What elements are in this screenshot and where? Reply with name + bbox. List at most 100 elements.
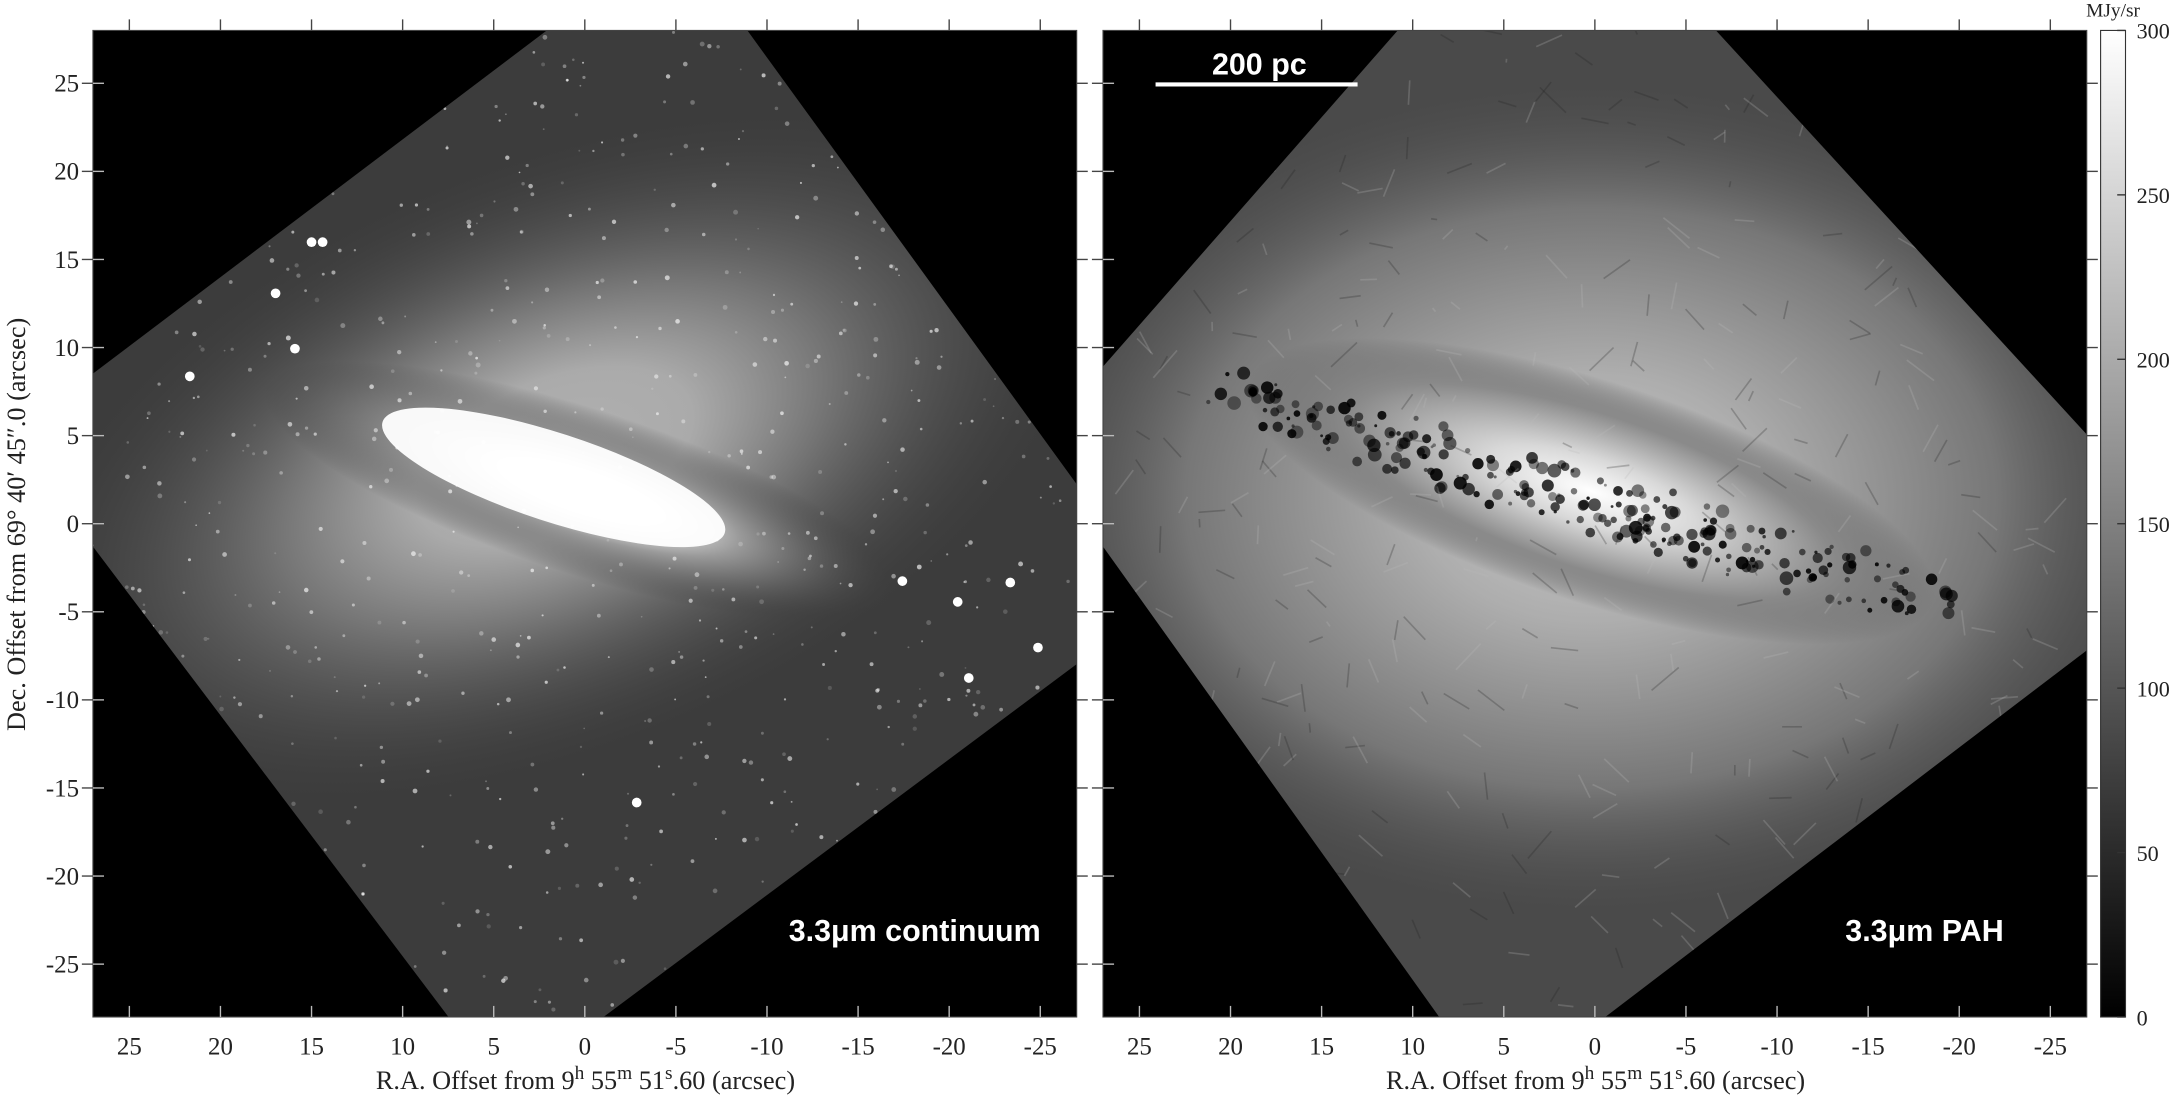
point-source — [486, 924, 491, 929]
point-source — [168, 430, 171, 433]
point-source — [291, 801, 296, 806]
filament — [1667, 136, 1686, 146]
filament — [1874, 286, 1899, 307]
point-source — [267, 342, 271, 346]
point-source — [706, 695, 710, 699]
filament — [1769, 796, 1792, 800]
dust-clump — [1653, 496, 1661, 503]
dust-clump — [1291, 424, 1295, 428]
dust-clump — [1774, 527, 1787, 540]
filament — [1794, 472, 1812, 482]
x-tick-label: 15 — [299, 1033, 324, 1060]
point-source — [643, 528, 648, 533]
point-source — [247, 367, 252, 372]
point-source — [424, 673, 428, 678]
point-source — [827, 685, 832, 690]
dust-clump — [1610, 516, 1617, 524]
filament — [1525, 101, 1536, 123]
point-source — [698, 619, 702, 622]
filament — [1155, 607, 1173, 619]
point-source — [467, 574, 471, 577]
point-source — [414, 697, 420, 703]
point-source — [125, 474, 130, 480]
point-source — [707, 721, 712, 727]
point-source — [973, 711, 979, 717]
point-source — [663, 967, 667, 971]
dust-clump — [1487, 471, 1494, 479]
point-source — [873, 631, 877, 635]
filament — [1403, 616, 1426, 641]
point-source — [747, 247, 750, 251]
filament — [1382, 169, 1396, 198]
point-source — [479, 631, 484, 636]
point-source — [681, 419, 686, 424]
point-source — [513, 206, 519, 212]
point-source — [983, 398, 987, 402]
point-source — [754, 836, 760, 842]
point-source — [271, 601, 276, 605]
point-source — [445, 146, 449, 150]
point-source — [561, 817, 564, 820]
dust-clump — [1845, 596, 1852, 603]
x-tick-label: 20 — [1218, 1033, 1243, 1060]
point-source — [1058, 499, 1062, 502]
filament — [1545, 254, 1568, 279]
y-tick-label: 5 — [67, 423, 79, 450]
dust-clump — [1555, 494, 1565, 504]
dust-clump — [1891, 599, 1905, 613]
filament — [2026, 628, 2033, 639]
point-source — [965, 694, 968, 697]
point-source — [875, 688, 880, 693]
point-source — [916, 564, 922, 570]
filament — [1592, 802, 1618, 819]
point-source — [516, 655, 520, 659]
point-source — [126, 441, 130, 444]
filament — [1436, 348, 1462, 356]
point-source — [783, 790, 787, 794]
point-source — [541, 614, 544, 617]
filament — [1731, 482, 1747, 498]
point-source — [406, 701, 412, 706]
filament — [2013, 543, 2035, 552]
dust-clump — [1603, 483, 1607, 487]
point-source — [659, 829, 663, 834]
dust-clump — [1422, 434, 1432, 444]
point-source — [237, 702, 243, 707]
point-source — [756, 585, 760, 589]
point-source — [739, 449, 744, 454]
point-source — [205, 449, 208, 452]
filament — [1716, 464, 1739, 483]
dust-clump — [1576, 515, 1584, 524]
dust-clump — [1526, 499, 1536, 508]
point-source — [470, 232, 474, 236]
point-source — [1035, 685, 1040, 690]
point-source — [563, 666, 566, 669]
point-source — [517, 526, 520, 529]
point-source — [174, 330, 179, 335]
point-source — [533, 386, 539, 391]
point-source — [390, 369, 395, 373]
filament — [1603, 758, 1630, 783]
point-source — [507, 462, 512, 467]
point-source — [760, 731, 764, 735]
point-source — [192, 396, 196, 400]
dust-clump — [1626, 490, 1633, 497]
x-tick-label: -5 — [1676, 1033, 1697, 1060]
point-source — [912, 714, 918, 719]
filament — [1193, 289, 1212, 314]
point-source — [818, 469, 823, 474]
filament — [1371, 496, 1393, 508]
filament — [1232, 332, 1257, 338]
point-source — [876, 688, 880, 692]
point-source — [331, 192, 335, 196]
point-source — [813, 358, 818, 363]
point-source — [587, 207, 591, 211]
point-source — [774, 106, 779, 111]
filament — [1387, 260, 1400, 275]
dust-clump — [1725, 572, 1730, 577]
dust-clump — [1423, 467, 1428, 472]
dust-clump — [1860, 545, 1872, 557]
filament — [1645, 160, 1660, 169]
point-source — [286, 267, 290, 271]
point-source — [397, 349, 402, 355]
